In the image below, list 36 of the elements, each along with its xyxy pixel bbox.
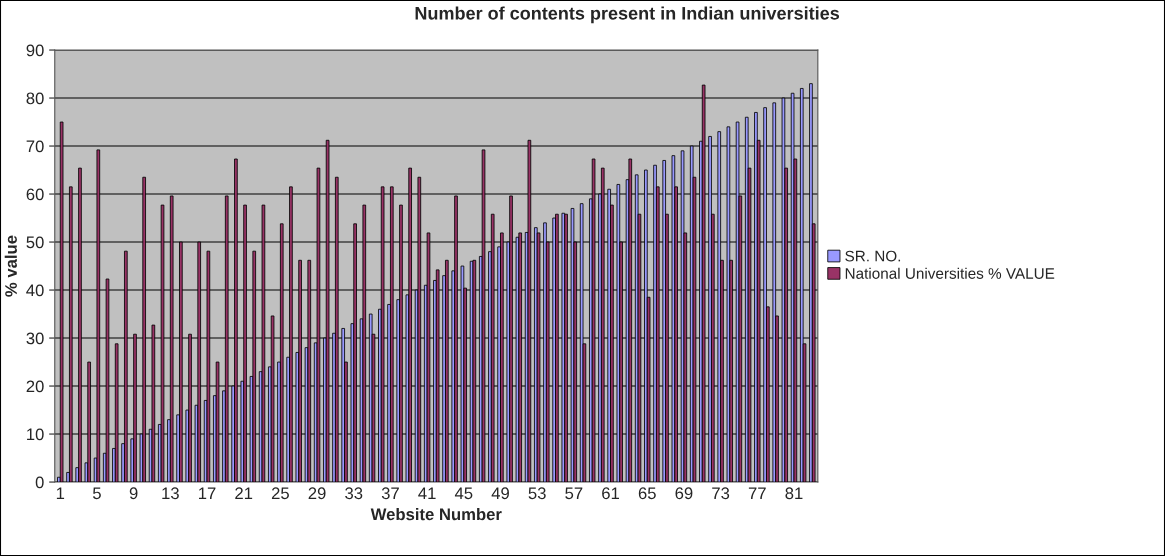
x-tick-label: 9 (129, 487, 138, 500)
x-tick-label: 5 (92, 487, 101, 500)
x-tick-label: 25 (271, 487, 289, 500)
x-tick-label: 13 (162, 487, 179, 500)
y-tick-label: 30 (26, 332, 44, 345)
legend-label: National Universities % VALUE (845, 267, 1055, 279)
chart-title: Number of contents present in Indian universities (415, 6, 840, 24)
x-tick-label: 61 (602, 487, 620, 500)
y-tick-label: 40 (26, 284, 44, 297)
x-tick-label: 77 (748, 487, 766, 499)
y-axis-title: % value (4, 235, 17, 297)
x-tick-label: 57 (565, 487, 583, 500)
y-tick-label: 10 (27, 428, 44, 441)
x-tick-label: 37 (381, 487, 399, 500)
x-axis-title: Website Number (370, 508, 502, 521)
x-tick-label: 73 (712, 487, 730, 500)
y-tick-label: 50 (26, 236, 44, 249)
x-tick-label: 65 (638, 487, 656, 500)
y-tick-label: 80 (26, 92, 44, 105)
x-tick-label: 41 (418, 487, 436, 499)
x-tick-label: 81 (785, 487, 803, 500)
x-tick-label: 21 (235, 487, 253, 499)
y-tick-label: 90 (26, 44, 44, 57)
x-tick-label: 33 (345, 487, 363, 500)
x-tick-label: 69 (675, 487, 693, 500)
y-tick-label: 70 (26, 140, 44, 153)
x-tick-label: 53 (528, 487, 546, 500)
y-tick-label: 60 (26, 188, 44, 201)
y-tick-label: 20 (26, 380, 44, 393)
x-tick-label: 1 (56, 487, 65, 499)
y-tick-label: 0 (35, 476, 44, 489)
x-tick-label: 29 (308, 487, 326, 500)
legend-label: SR. NO. (845, 250, 901, 262)
x-tick-label: 45 (454, 487, 473, 500)
x-tick-label: 17 (199, 487, 216, 499)
x-tick-label: 49 (491, 487, 509, 500)
